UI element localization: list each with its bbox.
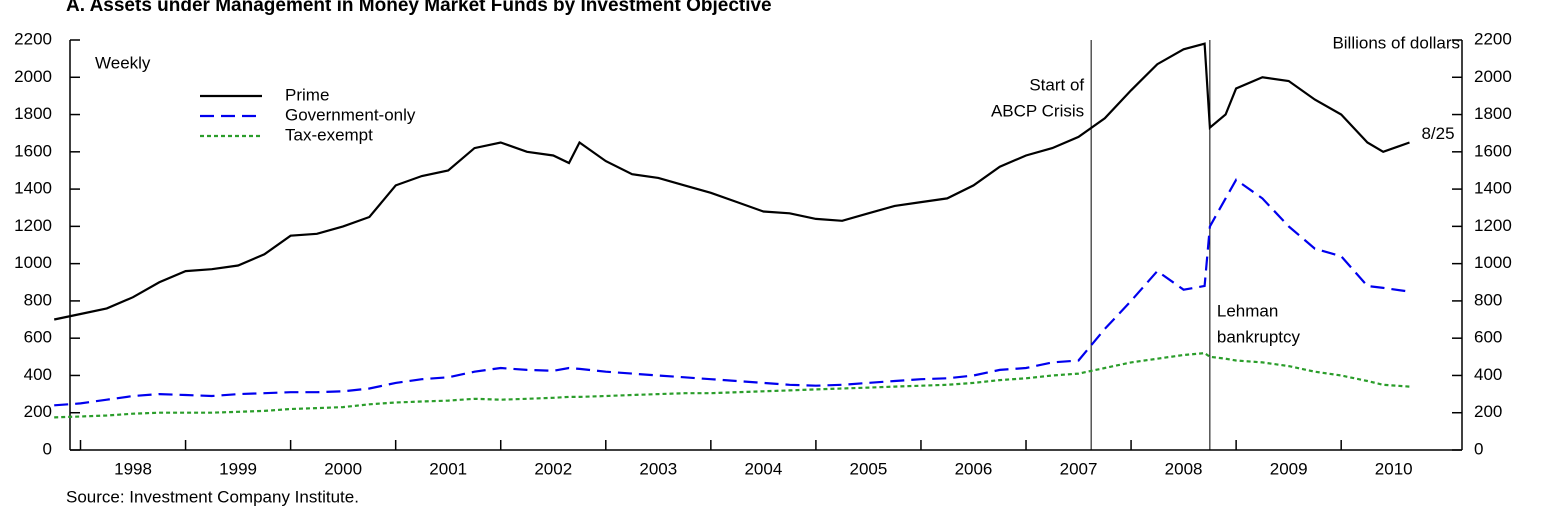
x-tick-label: 1999: [219, 459, 257, 478]
x-tick-label: 2004: [744, 459, 782, 478]
y-tick-label: 2200: [14, 29, 52, 48]
y2-tick-label: 600: [1474, 328, 1502, 347]
y-tick-label: 200: [24, 402, 52, 421]
x-tick-label: 1998: [114, 459, 152, 478]
series-line: [54, 351, 1410, 419]
event-label: Start of: [1029, 75, 1084, 94]
y-tick-label: 0: [43, 439, 52, 458]
y2-tick-label: 1800: [1474, 104, 1512, 123]
source-note: Source: Investment Company Institute.: [66, 487, 359, 506]
event-label: bankruptcy: [1217, 327, 1301, 346]
y2-tick-label: 200: [1474, 402, 1502, 421]
y-tick-label: 1200: [14, 216, 52, 235]
y-tick-label: 1600: [14, 141, 52, 160]
legend-label: Government-only: [285, 105, 416, 124]
end-label: 8/25: [1421, 124, 1454, 143]
x-tick-label: 2008: [1165, 459, 1203, 478]
x-tick-label: 2000: [324, 459, 362, 478]
x-tick-label: 2009: [1270, 459, 1308, 478]
x-tick-label: 2001: [429, 459, 467, 478]
series-line: [54, 178, 1410, 407]
x-tick-label: 2002: [534, 459, 572, 478]
y-tick-label: 600: [24, 328, 52, 347]
y2-tick-label: 800: [1474, 290, 1502, 309]
y2-tick-label: 1600: [1474, 141, 1512, 160]
x-tick-label: 2007: [1060, 459, 1098, 478]
x-tick-label: 2005: [850, 459, 888, 478]
y2-tick-label: 400: [1474, 365, 1502, 384]
y2-tick-label: 1400: [1474, 179, 1512, 198]
y-axis-label: Billions of dollars: [1332, 33, 1460, 52]
legend-label: Prime: [285, 85, 329, 104]
event-label: Lehman: [1217, 301, 1278, 320]
y2-tick-label: 1200: [1474, 216, 1512, 235]
x-tick-label: 2006: [955, 459, 993, 478]
y2-tick-label: 2200: [1474, 29, 1512, 48]
legend-label: Tax-exempt: [285, 125, 373, 144]
y-tick-label: 400: [24, 365, 52, 384]
event-label: ABCP Crisis: [991, 101, 1084, 120]
y-tick-label: 2000: [14, 67, 52, 86]
series-line: [53, 42, 1410, 321]
y2-tick-label: 0: [1474, 439, 1483, 458]
frequency-note: Weekly: [95, 53, 151, 72]
y-tick-label: 800: [24, 290, 52, 309]
x-tick-label: 2003: [639, 459, 677, 478]
y-tick-label: 1400: [14, 179, 52, 198]
y2-tick-label: 2000: [1474, 67, 1512, 86]
y-tick-label: 1000: [14, 253, 52, 272]
y2-tick-label: 1000: [1474, 253, 1512, 272]
chart-title: A. Assets under Management in Money Mark…: [66, 0, 772, 16]
x-tick-label: 2010: [1375, 459, 1413, 478]
y-tick-label: 1800: [14, 104, 52, 123]
